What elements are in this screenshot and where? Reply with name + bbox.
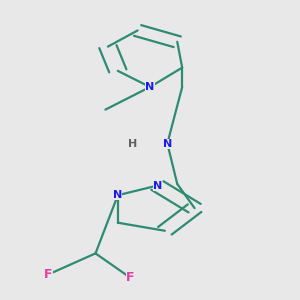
Text: F: F bbox=[44, 268, 53, 281]
Text: N: N bbox=[113, 190, 122, 200]
Text: F: F bbox=[126, 271, 134, 284]
Text: N: N bbox=[163, 139, 172, 148]
Text: N: N bbox=[153, 181, 162, 190]
Text: N: N bbox=[146, 82, 154, 92]
Text: H: H bbox=[128, 139, 137, 149]
